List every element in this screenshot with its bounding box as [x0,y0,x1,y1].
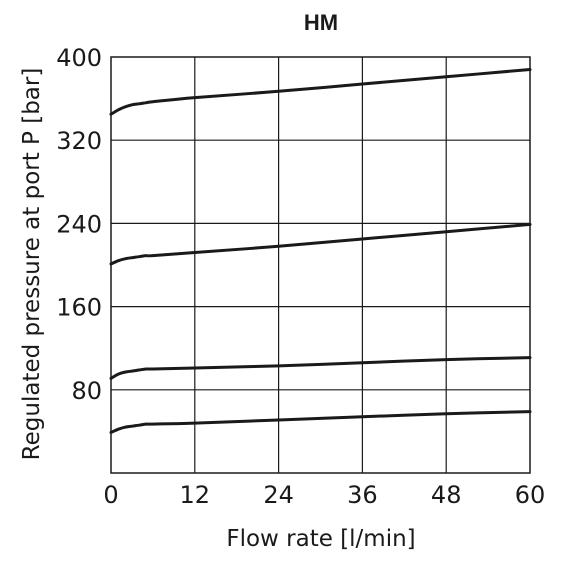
plot-frame [110,56,531,474]
y-tick-label-3: 320 [56,127,102,155]
series-line-2 [109,222,532,266]
x-tick-labels: 0 12 24 36 48 60 [103,481,545,509]
x-tick-label-1: 12 [180,481,211,509]
y-tick-label-2: 240 [56,210,102,238]
chart-title: HM [304,10,338,35]
y-tick-labels: 80 160 240 320 400 [56,44,102,405]
x-tick-label-3: 36 [347,481,378,509]
x-axis-label: Flow rate [l/min] [226,526,415,552]
y-tick-label-0: 80 [71,377,102,405]
series-layer [109,68,532,434]
y-tick-label-4: 400 [56,44,102,72]
series-line-1 [109,68,532,116]
x-tick-label-5: 60 [515,481,546,509]
y-axis-label: Regulated pressure at port P [bar] [19,68,45,461]
series-line-3 [109,356,532,380]
x-tick-label-2: 24 [263,481,294,509]
x-tick-label-0: 0 [103,481,118,509]
grid-lines [111,57,530,473]
series-line-4 [109,410,532,434]
x-tick-label-4: 48 [431,481,462,509]
y-tick-label-1: 160 [56,294,102,322]
